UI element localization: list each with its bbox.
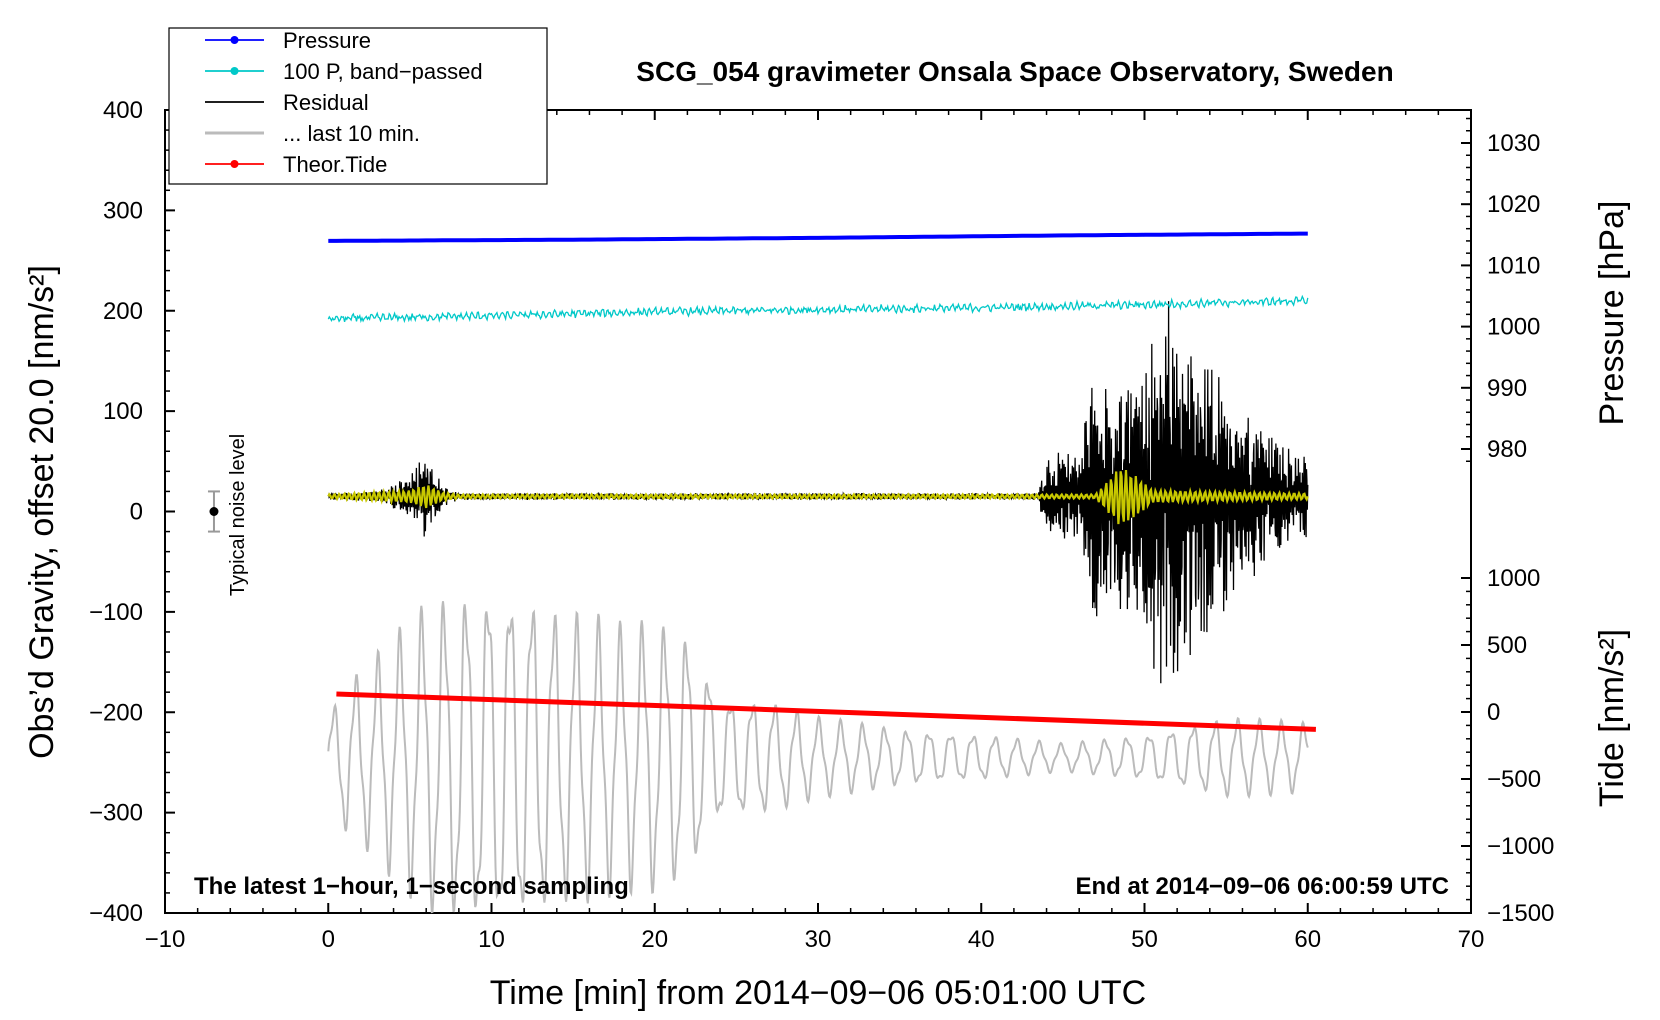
x-tick-label: 50: [1131, 926, 1158, 953]
x-tick-label: 0: [322, 926, 335, 953]
y-tick-label: −200: [89, 699, 143, 726]
x-tick-label: 10: [478, 926, 505, 953]
x-tick-label: 70: [1458, 926, 1485, 953]
y-tick-label: 300: [103, 197, 143, 224]
x-tick-label: −10: [145, 926, 186, 953]
pressure-axis-label: Pressure [hPa]: [1593, 201, 1631, 426]
pressure-ticks: 1030 1020 1010 1000 990 980: [1461, 117, 1540, 463]
x-ticks: −10 0 10 20 30 40 50 60 70: [145, 110, 1485, 953]
end-time-note: End at 2014−09−06 06:00:59 UTC: [1075, 873, 1449, 900]
series-residual-filtered: [327, 470, 1309, 525]
x-tick-label: 60: [1294, 926, 1321, 953]
pressure-tick-label: 980: [1487, 436, 1527, 463]
x-axis-label: Time [min] from 2014−09−06 05:01:00 UTC: [490, 974, 1146, 1012]
y-tick-label: −400: [89, 900, 143, 927]
series-pressure: [328, 231, 1308, 243]
pressure-tick-label: 1010: [1487, 252, 1540, 279]
legend-marker: [230, 36, 239, 44]
series-bandpassed-pressure: [327, 294, 1309, 324]
x-tick-label: 40: [968, 926, 995, 953]
tide-tick-label: −1500: [1487, 900, 1554, 927]
series-last-10-min: [327, 601, 1309, 914]
noise-label: Typical noise level: [227, 434, 249, 596]
legend-box: [168, 27, 548, 185]
y-tick-label: 400: [103, 97, 143, 124]
tide-tick-label: 0: [1487, 699, 1500, 726]
legend-label-residual: Residual: [283, 90, 369, 115]
left-y-ticks: 400 300 200 100 0 −100 −200 −300 −400: [89, 97, 175, 927]
legend: Pressure 100 P, band−passed Residual ...…: [168, 27, 548, 185]
legend-marker: [230, 67, 239, 75]
left-y-axis-label: Obs’d Gravity, offset 20.0 [nm/s²]: [23, 265, 61, 759]
tide-tick-label: 1000: [1487, 565, 1540, 592]
y-tick-label: −100: [89, 599, 143, 626]
legend-marker: [230, 160, 239, 168]
y-tick-label: 100: [103, 398, 143, 425]
sampling-note: The latest 1−hour, 1−second sampling: [194, 873, 629, 900]
x-tick-label: 20: [641, 926, 668, 953]
y-tick-label: 0: [130, 499, 143, 526]
x-tick-label: 30: [805, 926, 832, 953]
noise-bar-dot: [209, 507, 219, 516]
y-tick-label: −300: [89, 800, 143, 827]
pressure-tick-label: 990: [1487, 375, 1527, 402]
tide-axis-label: Tide [nm/s²]: [1593, 629, 1631, 807]
pressure-tick-label: 1020: [1487, 191, 1540, 218]
legend-label-tide: Theor.Tide: [283, 152, 387, 177]
legend-label-pressure: Pressure: [283, 28, 371, 53]
chart-title: SCG_054 gravimeter Onsala Space Observat…: [636, 56, 1393, 87]
y-tick-label: 200: [103, 298, 143, 325]
noise-bar: [207, 490, 220, 533]
pressure-tick-label: 1000: [1487, 314, 1540, 341]
series-layer: [327, 231, 1316, 914]
tide-tick-label: −500: [1487, 766, 1541, 793]
legend-items: [205, 36, 264, 168]
legend-label-last10: ... last 10 min.: [283, 121, 420, 146]
tide-tick-label: 500: [1487, 632, 1527, 659]
pressure-tick-label: 1030: [1487, 130, 1540, 157]
legend-label-bandpassed: 100 P, band−passed: [283, 59, 483, 84]
tide-tick-label: −1000: [1487, 833, 1554, 860]
tide-ticks: 1000 500 0 −500 −1000 −1500: [1461, 565, 1554, 927]
series-theoretical-tide: [336, 691, 1316, 732]
